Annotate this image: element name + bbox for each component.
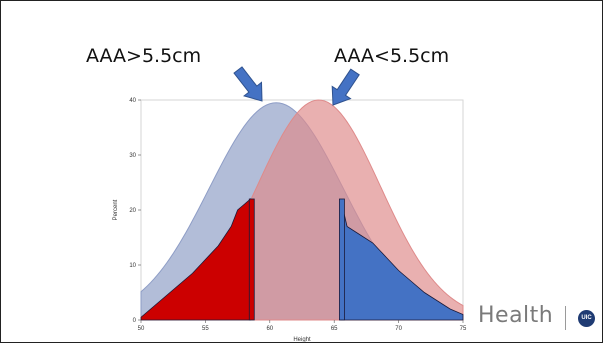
y-tick-label: 0 [133,318,137,324]
filled-tail-2 [340,198,464,321]
y-axis-title: Percent [113,199,119,220]
y-tick-label: 30 [129,153,136,159]
arrow-left-icon [233,66,263,102]
y-tick-label: 20 [129,208,136,214]
x-tick-label: 60 [266,326,273,332]
x-tick-label: 55 [202,326,209,332]
arrow-right-icon [331,68,360,106]
brand-health-text: Health [478,303,554,328]
annotation-aaa-greater: AAA>5.5cm [86,45,202,67]
highlight-bar-1 [248,198,255,321]
x-tick-label: 70 [395,326,402,332]
y-tick-label: 10 [129,263,136,269]
y-tick-label: 40 [129,98,136,104]
uic-logo: UIC [578,310,595,327]
x-tick-label: 50 [138,326,145,332]
annotation-aaa-less: AAA<5.5cm [334,45,450,67]
x-axis-title: Height [293,337,311,343]
highlight-bar-2 [339,198,345,321]
x-tick-label: 75 [460,326,467,332]
brand-divider [565,306,566,330]
x-tick-label: 65 [331,326,338,332]
